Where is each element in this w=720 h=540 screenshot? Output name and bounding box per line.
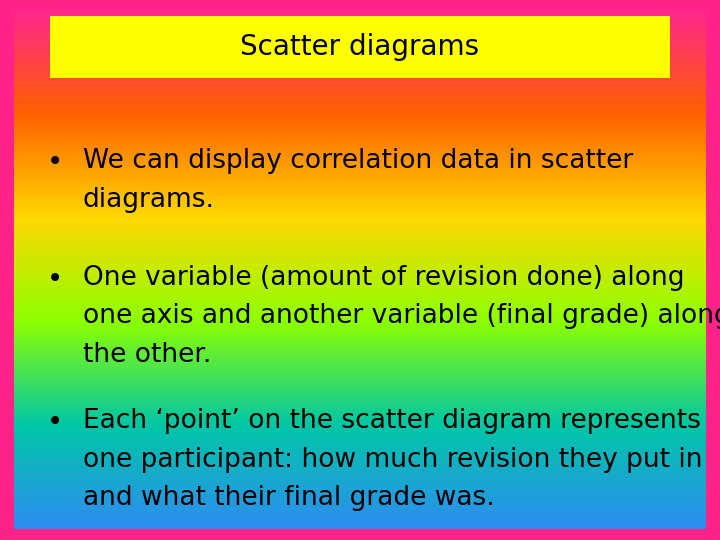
Text: one participant: how much revision they put in: one participant: how much revision they … xyxy=(83,447,702,472)
Text: We can display correlation data in scatter: We can display correlation data in scatt… xyxy=(83,148,633,174)
Text: •: • xyxy=(47,148,63,177)
Text: Scatter diagrams: Scatter diagrams xyxy=(240,33,480,61)
Text: Each ‘point’ on the scatter diagram represents: Each ‘point’ on the scatter diagram repr… xyxy=(83,408,701,434)
Text: •: • xyxy=(47,265,63,293)
Text: one axis and another variable (final grade) along: one axis and another variable (final gra… xyxy=(83,303,720,329)
Text: and what their final grade was.: and what their final grade was. xyxy=(83,485,495,511)
FancyBboxPatch shape xyxy=(50,16,670,78)
Text: One variable (amount of revision done) along: One variable (amount of revision done) a… xyxy=(83,265,684,291)
Text: •: • xyxy=(47,408,63,436)
Text: diagrams.: diagrams. xyxy=(83,187,215,213)
Text: the other.: the other. xyxy=(83,342,211,368)
